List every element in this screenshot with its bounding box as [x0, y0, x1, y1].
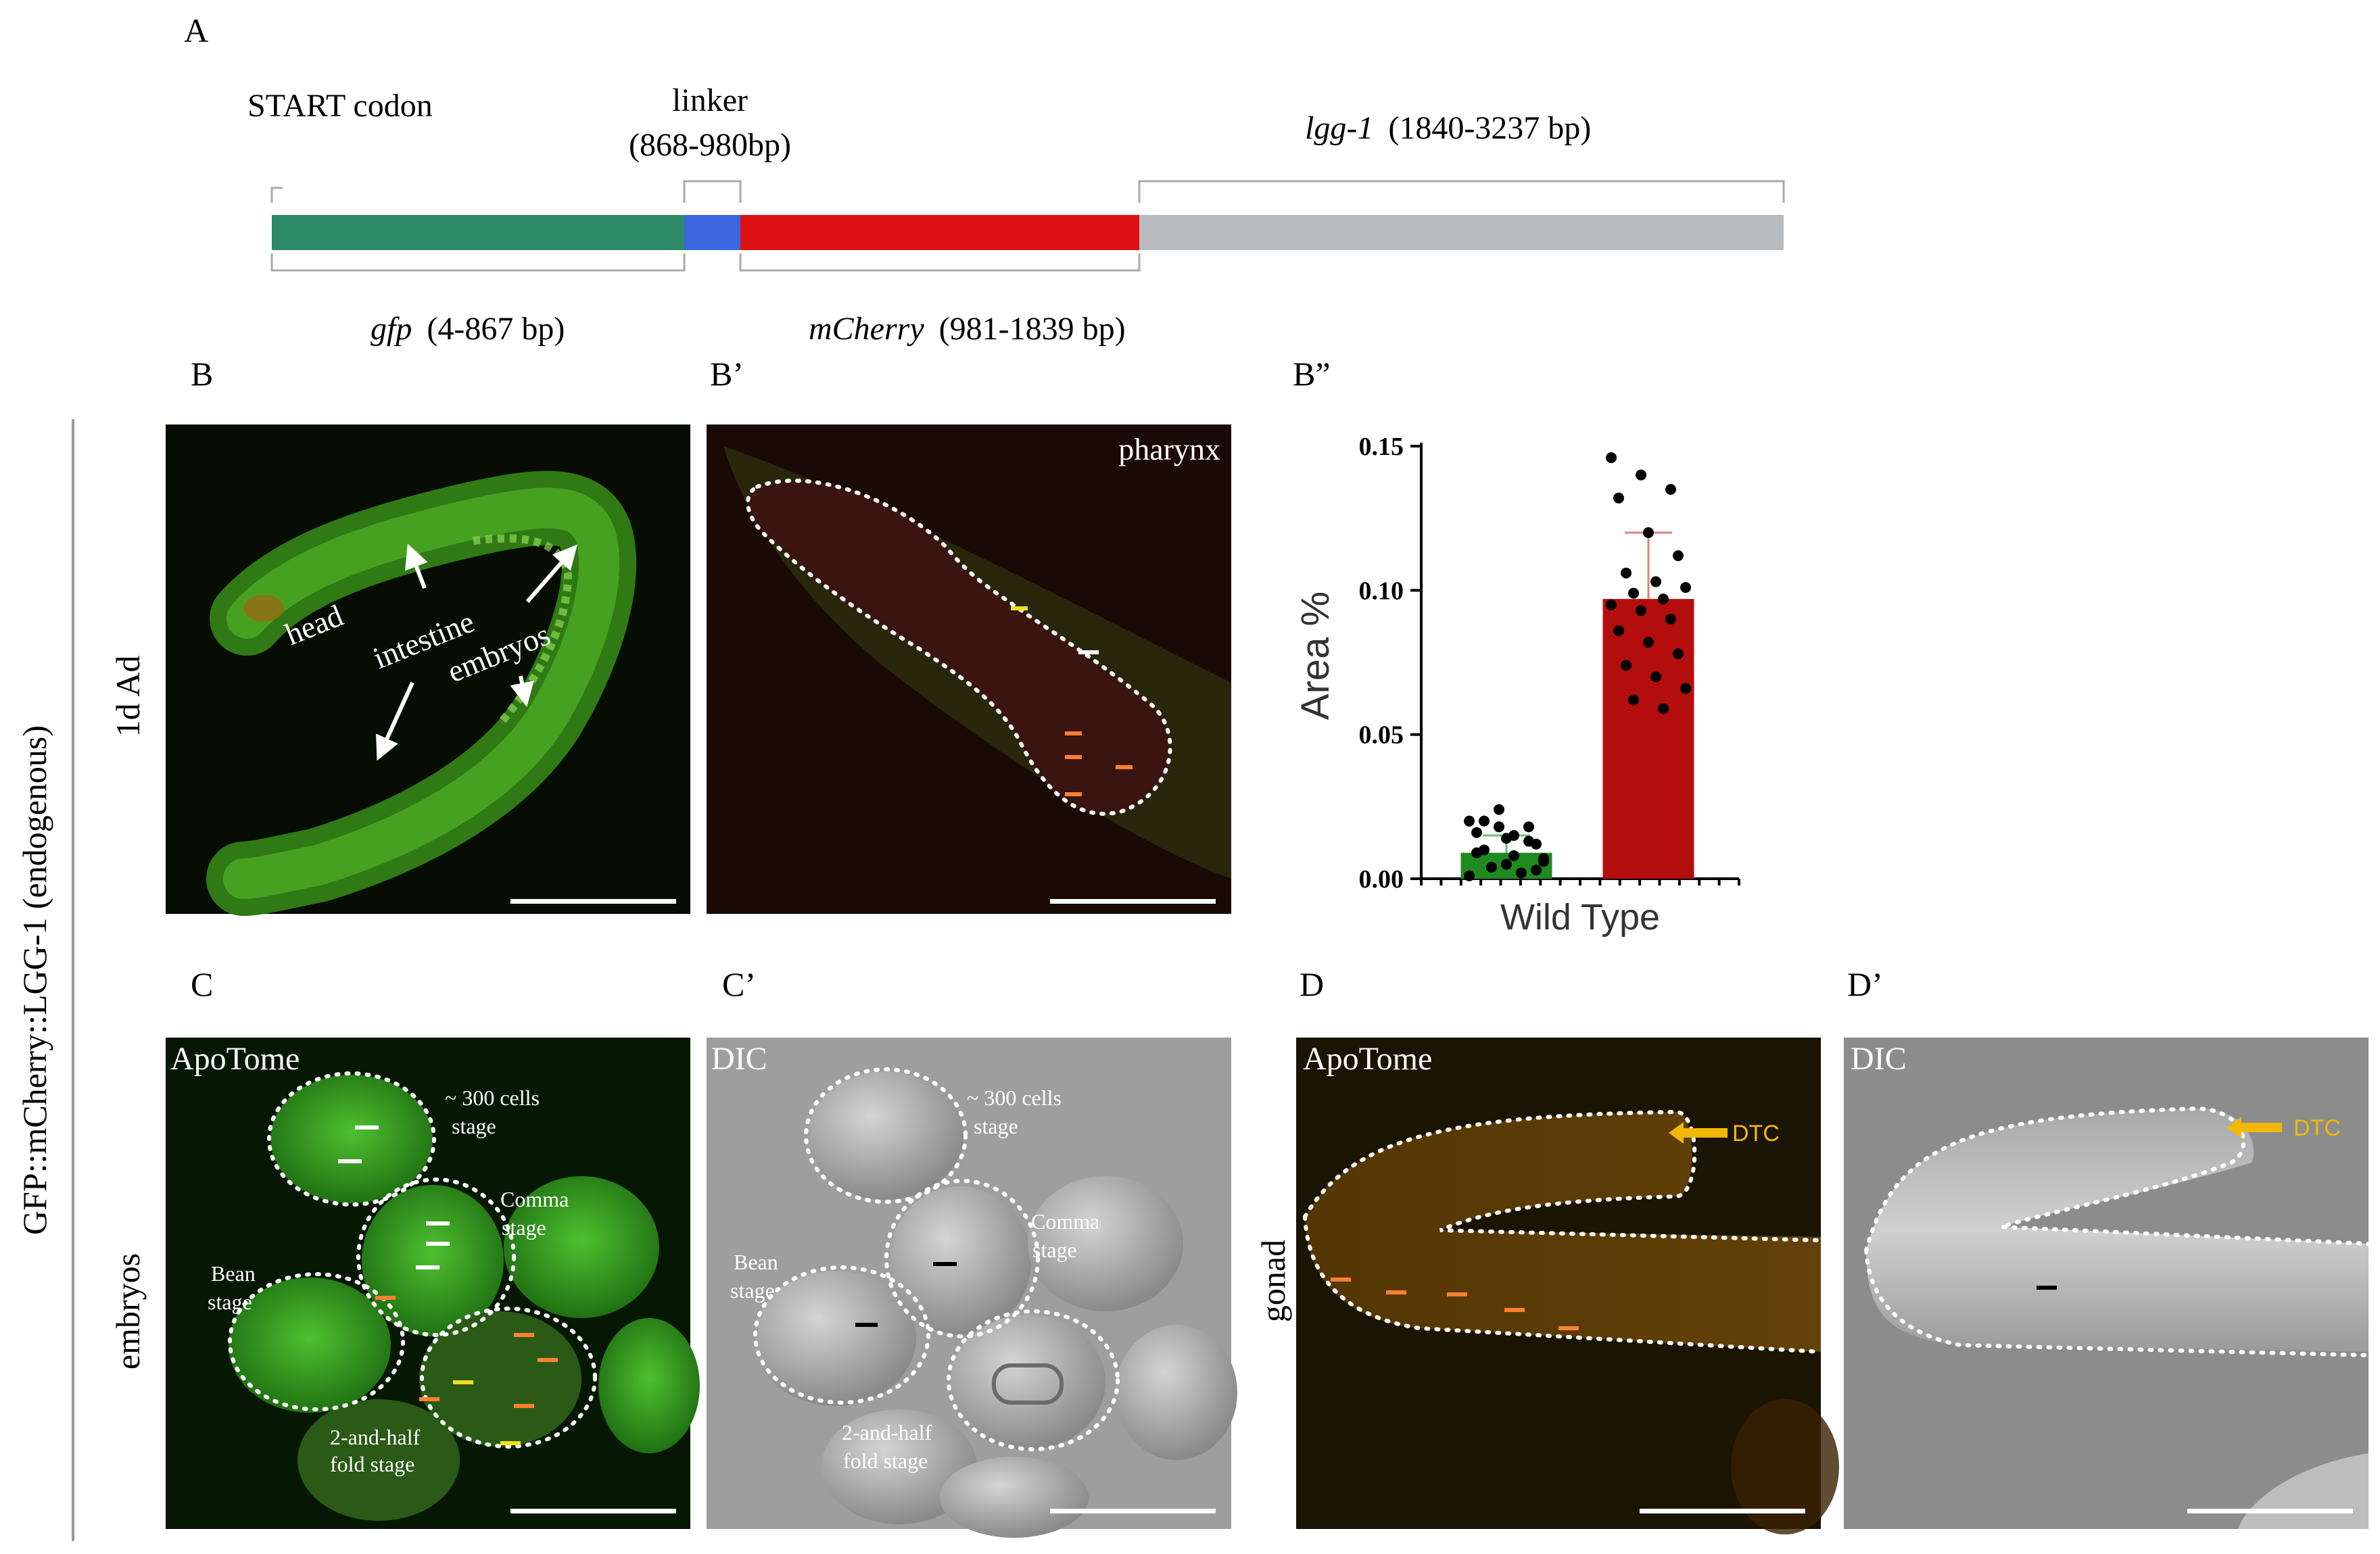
- panel-d-image: ApoTome DTC: [1296, 1038, 1839, 1534]
- point-0-7: [1508, 850, 1519, 861]
- y-tick-label-3: 0.15: [1359, 433, 1404, 461]
- linker-segment: [684, 215, 740, 250]
- point-1-17: [1621, 660, 1632, 671]
- dic-label-c1: DIC: [711, 1041, 767, 1077]
- panel-b1-image: pharynx: [707, 424, 1231, 914]
- y-ticks: 0.00 0.05 0.10 0.15: [1359, 433, 1421, 894]
- mcherry-segment: [740, 215, 1139, 250]
- point-0-18: [1508, 830, 1519, 841]
- y-tick-label-0: 0.00: [1359, 865, 1404, 894]
- x-axis-label: Wild Type: [1500, 897, 1660, 938]
- point-1-14: [1613, 625, 1624, 637]
- comma-label-c: Comma stage: [500, 1187, 569, 1240]
- point-1-18: [1650, 671, 1661, 683]
- construct-side-label: GFP::mCherry::LGG-1 (endogenous): [16, 725, 53, 1235]
- lgg1-segment: [1139, 215, 1784, 250]
- panel-b-image: head intestine embryos: [166, 424, 690, 916]
- point-0-16: [1531, 865, 1542, 876]
- panel-letter-b2: B”: [1293, 355, 1331, 393]
- point-1-20: [1628, 694, 1639, 706]
- lgg1-label: lgg-1 (1840-3237 bp): [1305, 110, 1591, 146]
- panel-b2-chart: 0.00 0.05 0.10 0.15 Area % Wild Type: [1293, 433, 1740, 938]
- panel-d1-image: DIC DTC: [1844, 1038, 2371, 1529]
- point-0-9: [1486, 861, 1497, 873]
- point-0-11: [1464, 870, 1475, 881]
- point-1-9: [1628, 587, 1639, 599]
- mcherry-label: mCherry (981-1839 bp): [809, 311, 1126, 347]
- point-0-10: [1516, 867, 1527, 879]
- point-1-1: [1636, 469, 1646, 481]
- row-label-embryos: embryos: [109, 1253, 147, 1369]
- dtc-label-d1: DTC: [2293, 1115, 2341, 1141]
- point-1-6: [1621, 567, 1632, 579]
- panel-letter-a: A: [184, 11, 208, 49]
- dtc-label-d: DTC: [1732, 1121, 1780, 1146]
- point-0-12: [1494, 821, 1504, 833]
- point-1-5: [1673, 550, 1684, 562]
- bean-label-c: Bean stage: [208, 1261, 256, 1314]
- point-1-16: [1673, 648, 1684, 660]
- point-1-12: [1636, 605, 1646, 616]
- point-0-17: [1479, 815, 1490, 827]
- point-0-2: [1523, 821, 1534, 833]
- two-half-label-c: 2-and-half fold stage: [330, 1425, 421, 1476]
- point-1-2: [1665, 484, 1676, 495]
- point-1-4: [1643, 527, 1654, 538]
- point-1-21: [1658, 703, 1669, 714]
- panel-c-image: ApoTome ~ 300 cells stage Comma stage Bean…: [166, 1038, 700, 1529]
- panel-letter-c: C: [191, 965, 213, 1003]
- pharynx-label: pharynx: [1118, 432, 1220, 466]
- row-label-1d-ad: 1d Ad: [109, 656, 147, 737]
- panel-c1-image: DIC ~ 300 cells stage Comma stage Bean stag…: [707, 1038, 1237, 1538]
- panel-letter-b: B: [191, 355, 213, 393]
- point-1-19: [1680, 683, 1691, 694]
- panel-letter-c1: C’: [722, 965, 756, 1003]
- point-0-19: [1538, 853, 1549, 865]
- point-1-7: [1650, 576, 1661, 587]
- two-half-label-c1: 2-and-half fold stage: [842, 1420, 932, 1473]
- apotome-label-c: ApoTome: [170, 1041, 300, 1077]
- x-ticks: [1420, 879, 1740, 885]
- y-axis-label: Area %: [1293, 591, 1337, 720]
- data-points: [1464, 452, 1691, 881]
- linker-range-label: (868-980bp): [629, 127, 791, 163]
- point-0-14: [1471, 847, 1482, 858]
- point-1-0: [1606, 452, 1617, 464]
- point-0-3: [1471, 827, 1482, 838]
- gfp-label: gfp (4-867 bp): [371, 311, 565, 347]
- point-1-10: [1658, 593, 1669, 605]
- point-0-0: [1464, 815, 1475, 827]
- dic-label-d1: DIC: [1851, 1041, 1907, 1077]
- panel-letter-b1: B’: [710, 355, 744, 393]
- apotome-label-d: ApoTome: [1303, 1041, 1432, 1077]
- point-0-1: [1494, 804, 1504, 815]
- point-1-8: [1680, 582, 1691, 593]
- point-1-13: [1665, 614, 1676, 625]
- y-tick-label-1: 0.05: [1359, 721, 1404, 750]
- y-tick-label-2: 0.10: [1359, 577, 1404, 605]
- point-0-15: [1501, 858, 1512, 870]
- panel-letter-d: D: [1300, 965, 1324, 1003]
- comma-label-c1: Comma stage: [1031, 1209, 1099, 1262]
- stage-300-label-c: ~ 300 cells stage: [445, 1086, 540, 1138]
- point-1-3: [1613, 492, 1624, 504]
- bean-label-c1: Bean stage: [730, 1250, 778, 1303]
- point-1-15: [1643, 637, 1654, 648]
- stage-300-label-c1: ~ 300 cells stage: [967, 1086, 1062, 1138]
- gfp-segment: [272, 215, 684, 250]
- panel-letter-d1: D’: [1847, 965, 1883, 1003]
- construct-diagram: START codon linker (868-980bp) lgg-1 (18…: [247, 82, 1785, 347]
- point-0-13: [1523, 835, 1534, 847]
- bars: [1460, 599, 1694, 879]
- point-1-11: [1606, 599, 1617, 610]
- start-codon-label: START codon: [247, 88, 433, 124]
- linker-label: linker: [672, 82, 748, 118]
- row-label-gonad: gonad: [1254, 1240, 1292, 1322]
